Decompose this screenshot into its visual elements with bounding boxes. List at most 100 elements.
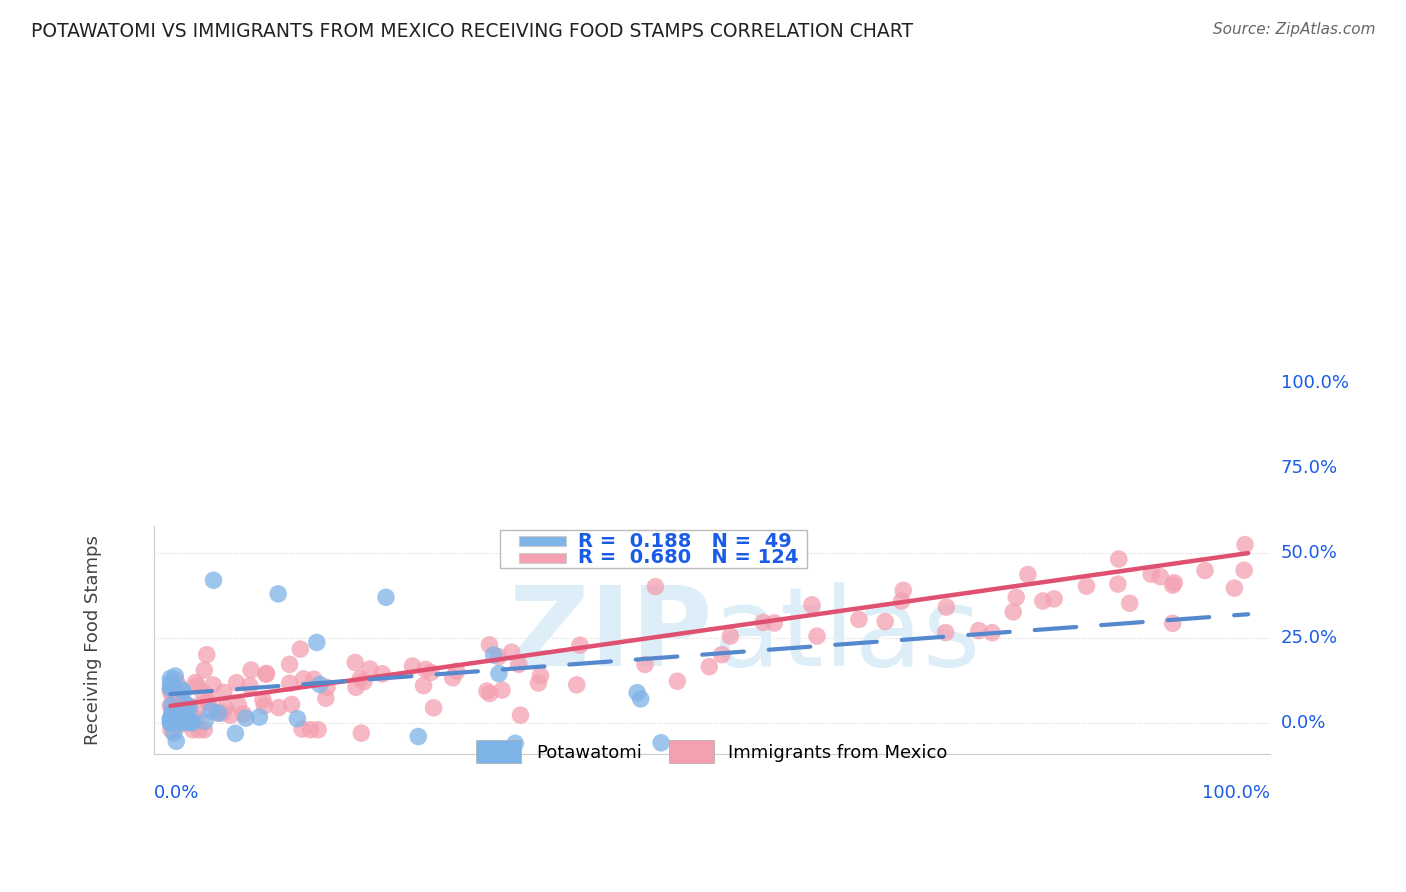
Text: Receiving Food Stamps: Receiving Food Stamps xyxy=(84,535,101,745)
Point xyxy=(848,612,870,626)
Point xyxy=(165,734,187,748)
Point xyxy=(935,625,957,640)
Point xyxy=(181,715,204,730)
Legend: Potawatomi, Immigrants from Mexico: Potawatomi, Immigrants from Mexico xyxy=(470,733,955,771)
Point xyxy=(254,666,277,681)
Point xyxy=(697,659,720,673)
Text: 75.0%: 75.0% xyxy=(1281,459,1339,477)
Point xyxy=(890,594,912,608)
Point xyxy=(475,684,498,698)
Point xyxy=(193,663,215,677)
Point xyxy=(219,708,242,723)
Point xyxy=(169,712,191,726)
Point xyxy=(315,691,337,706)
Point xyxy=(501,645,523,659)
Point xyxy=(166,712,188,726)
Point xyxy=(488,649,510,664)
Point xyxy=(253,698,276,713)
Point xyxy=(188,698,211,713)
Point xyxy=(179,711,201,725)
Point xyxy=(308,677,330,691)
Point xyxy=(800,598,823,612)
Point xyxy=(167,678,190,692)
Point xyxy=(159,711,181,725)
Point xyxy=(1032,594,1054,608)
Point xyxy=(446,664,468,678)
Point xyxy=(626,686,648,700)
Point xyxy=(160,715,183,730)
Point xyxy=(1076,579,1098,593)
Point xyxy=(181,710,204,724)
Point xyxy=(177,705,200,719)
Point xyxy=(967,624,990,638)
Point xyxy=(162,706,184,720)
Point xyxy=(172,698,194,712)
Point xyxy=(278,676,301,690)
Point xyxy=(891,583,914,598)
Point xyxy=(160,723,183,737)
Point xyxy=(630,692,652,706)
Point xyxy=(173,715,195,730)
Point xyxy=(239,679,262,693)
Point xyxy=(353,674,375,689)
Point xyxy=(305,635,328,649)
Point xyxy=(316,681,339,695)
Point xyxy=(935,600,957,615)
Point xyxy=(232,706,254,721)
Point xyxy=(160,680,183,694)
Point xyxy=(249,710,271,724)
Point xyxy=(1140,567,1163,582)
Point xyxy=(240,663,263,677)
Point xyxy=(159,715,181,730)
Point xyxy=(1017,567,1039,582)
Point xyxy=(163,673,186,687)
Point xyxy=(710,648,733,662)
Point xyxy=(419,665,441,680)
Point xyxy=(1233,538,1256,552)
Point xyxy=(187,723,209,737)
Point xyxy=(159,715,181,730)
Point xyxy=(299,723,322,737)
Point xyxy=(170,682,193,697)
Point xyxy=(170,717,193,731)
Point xyxy=(169,706,191,721)
Point xyxy=(193,723,215,737)
Point xyxy=(875,615,897,629)
Point xyxy=(208,706,231,721)
Point xyxy=(349,672,371,686)
Point xyxy=(167,689,190,703)
Point xyxy=(200,704,222,718)
Point xyxy=(163,726,186,740)
Text: 0.0%: 0.0% xyxy=(1281,714,1326,732)
Point xyxy=(568,638,591,652)
Point xyxy=(159,684,181,698)
Point xyxy=(174,698,197,713)
Point xyxy=(401,659,423,673)
Point xyxy=(174,714,197,728)
Text: R =  0.680   N = 124: R = 0.680 N = 124 xyxy=(578,548,799,567)
Point xyxy=(565,678,588,692)
Point xyxy=(752,615,775,630)
Point xyxy=(202,574,225,588)
Point xyxy=(173,698,195,712)
Point xyxy=(371,666,394,681)
Point xyxy=(280,698,302,712)
Point xyxy=(205,706,228,720)
Text: ZIP: ZIP xyxy=(509,582,711,689)
Point xyxy=(302,673,325,687)
Point xyxy=(291,722,314,736)
Point xyxy=(197,692,219,706)
Point xyxy=(406,730,429,744)
Point xyxy=(415,662,437,676)
Point xyxy=(212,685,235,699)
Point xyxy=(1161,420,1184,434)
Point xyxy=(160,688,183,702)
Point xyxy=(527,676,550,690)
Point xyxy=(159,675,181,690)
Point xyxy=(290,642,312,657)
Point xyxy=(650,736,672,750)
Point xyxy=(1194,564,1216,578)
Point xyxy=(763,615,786,630)
Point xyxy=(169,695,191,709)
Point xyxy=(412,679,434,693)
